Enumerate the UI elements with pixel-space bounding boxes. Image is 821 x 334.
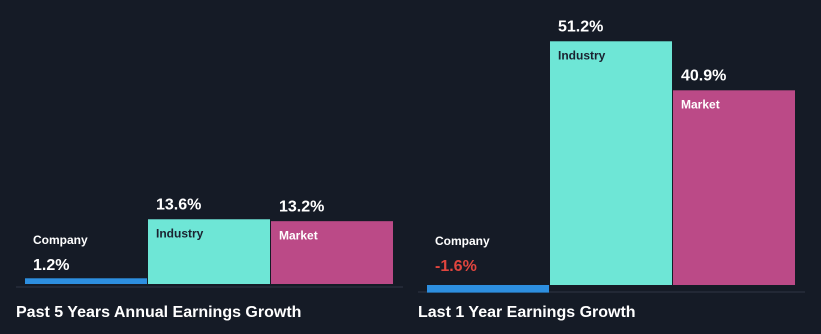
value-label: -1.6%	[435, 258, 477, 275]
value-label: 13.6%	[156, 196, 201, 213]
category-label: Company	[33, 233, 88, 247]
category-label: Industry	[558, 48, 606, 62]
category-label: Company	[435, 234, 490, 248]
bar	[25, 278, 147, 284]
bar	[427, 285, 549, 293]
category-label: Industry	[156, 226, 204, 240]
value-label: 1.2%	[33, 257, 69, 274]
chart-title: Past 5 Years Annual Earnings Growth	[16, 304, 301, 321]
bar	[673, 90, 795, 285]
category-label: Market	[681, 97, 720, 111]
chart-title: Last 1 Year Earnings Growth	[418, 304, 636, 321]
bar	[148, 219, 270, 284]
value-label: 51.2%	[558, 19, 603, 36]
value-label: 13.2%	[279, 198, 324, 215]
value-label: 40.9%	[681, 68, 726, 85]
bar	[550, 41, 672, 286]
bar	[271, 221, 393, 284]
category-label: Market	[279, 228, 318, 242]
